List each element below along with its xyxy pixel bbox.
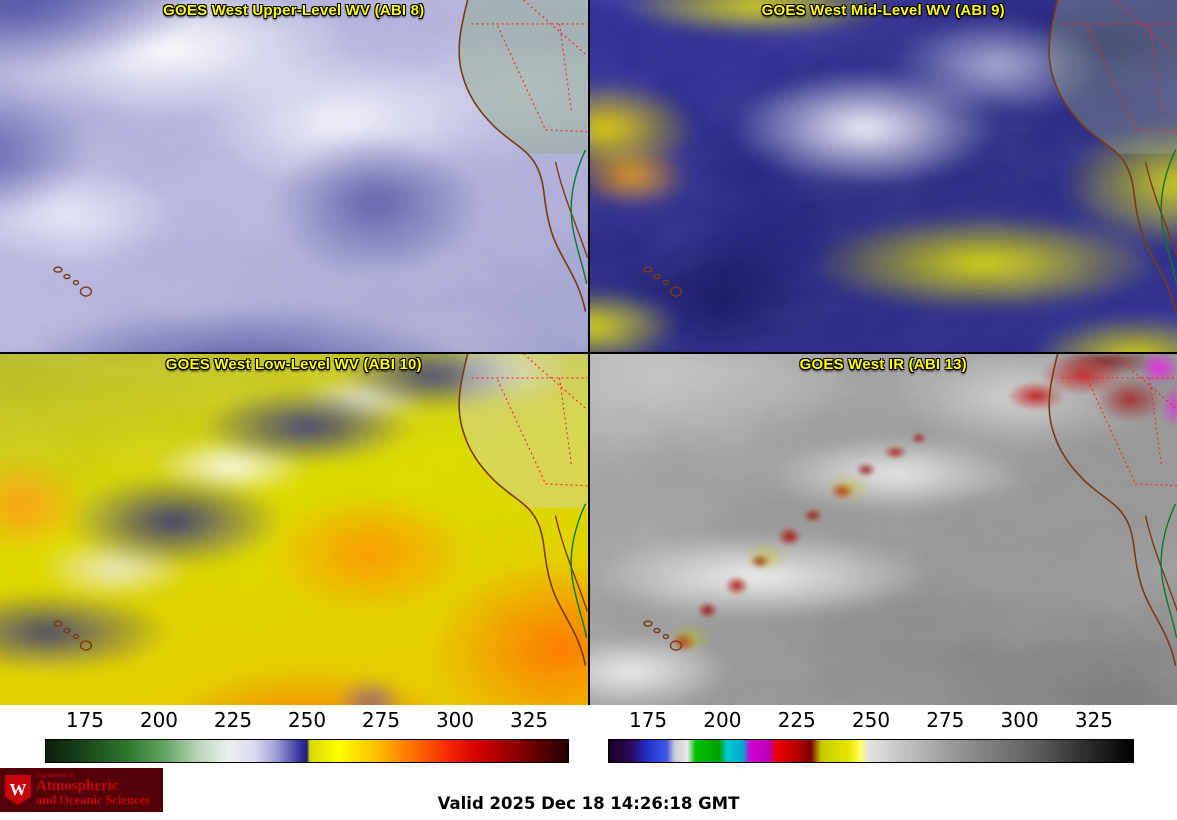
wv-colorbar-wrap: 175 200 225 250 275 300 325: [45, 705, 569, 768]
convection-overlay: [589, 353, 1177, 705]
panel-low-level-wv: GOES West Low-Level WV (ABI 10): [0, 353, 588, 705]
panel-infrared: GOES West IR (ABI 13): [589, 353, 1177, 705]
tick-label: 200: [703, 708, 742, 732]
tick-label: 225: [777, 708, 816, 732]
tick-label: 325: [1074, 708, 1113, 732]
tick-label: 250: [287, 708, 327, 732]
panel-mid-level-wv: GOES West Mid-Level WV (ABI 9): [589, 0, 1177, 352]
tick-label: 325: [509, 708, 549, 732]
satellite-imagery-abi9: [589, 0, 1177, 352]
tick-label: 225: [213, 708, 253, 732]
panel-title: GOES West IR (ABI 13): [799, 355, 967, 373]
panel-upper-level-wv: GOES West Upper-Level WV (ABI 8): [0, 0, 588, 352]
uw-aos-logo: W Department of Atmospheric and Oceanic …: [0, 768, 163, 812]
wv-colorbar-legend: 175 200 225 250 275 300 325: [0, 705, 588, 768]
tick-label: 250: [851, 708, 891, 732]
tick-label: 175: [65, 708, 105, 732]
satellite-imagery-abi8: [0, 0, 588, 352]
tick-label: 275: [361, 708, 401, 732]
satellite-imagery-abi10: [0, 353, 588, 705]
panel-title: GOES West Low-Level WV (ABI 10): [165, 355, 422, 373]
valid-timestamp: Valid 2025 Dec 18 14:26:18 GMT: [437, 794, 740, 813]
tick-label: 175: [628, 708, 668, 732]
panel-title: GOES West Upper-Level WV (ABI 8): [163, 2, 425, 19]
tick-label: 300: [1000, 708, 1039, 732]
logo-text: Department of Atmospheric and Oceanic Sc…: [36, 773, 150, 807]
ir-colorbar-legend: 175 200 225 250 275 300 325: [588, 705, 1176, 768]
quad-grid: GOES West Upper-Level WV (ABI 8) GOES We…: [0, 0, 1177, 705]
tick-label: 275: [926, 708, 965, 732]
ir-colorbar-gradient: [608, 739, 1134, 763]
logo-line-2: and Oceanic Sciences: [36, 793, 150, 808]
colorbar-legend-row: 175 200 225 250 275 300 325 175 200 225 250 275 300…: [0, 705, 1177, 768]
wv-colorbar-gradient: [45, 739, 569, 763]
tick-label: 200: [139, 708, 179, 732]
footer: W Department of Atmospheric and Oceanic …: [0, 768, 1177, 820]
logo-line-1: Atmospheric: [36, 778, 119, 795]
panel-title: GOES West Mid-Level WV (ABI 9): [761, 2, 1005, 19]
tick-label: 300: [435, 708, 475, 732]
logo-dept-line: Department of: [36, 772, 75, 779]
ir-colorbar-wrap: 175 200 225 250 275 300 325: [608, 705, 1134, 768]
